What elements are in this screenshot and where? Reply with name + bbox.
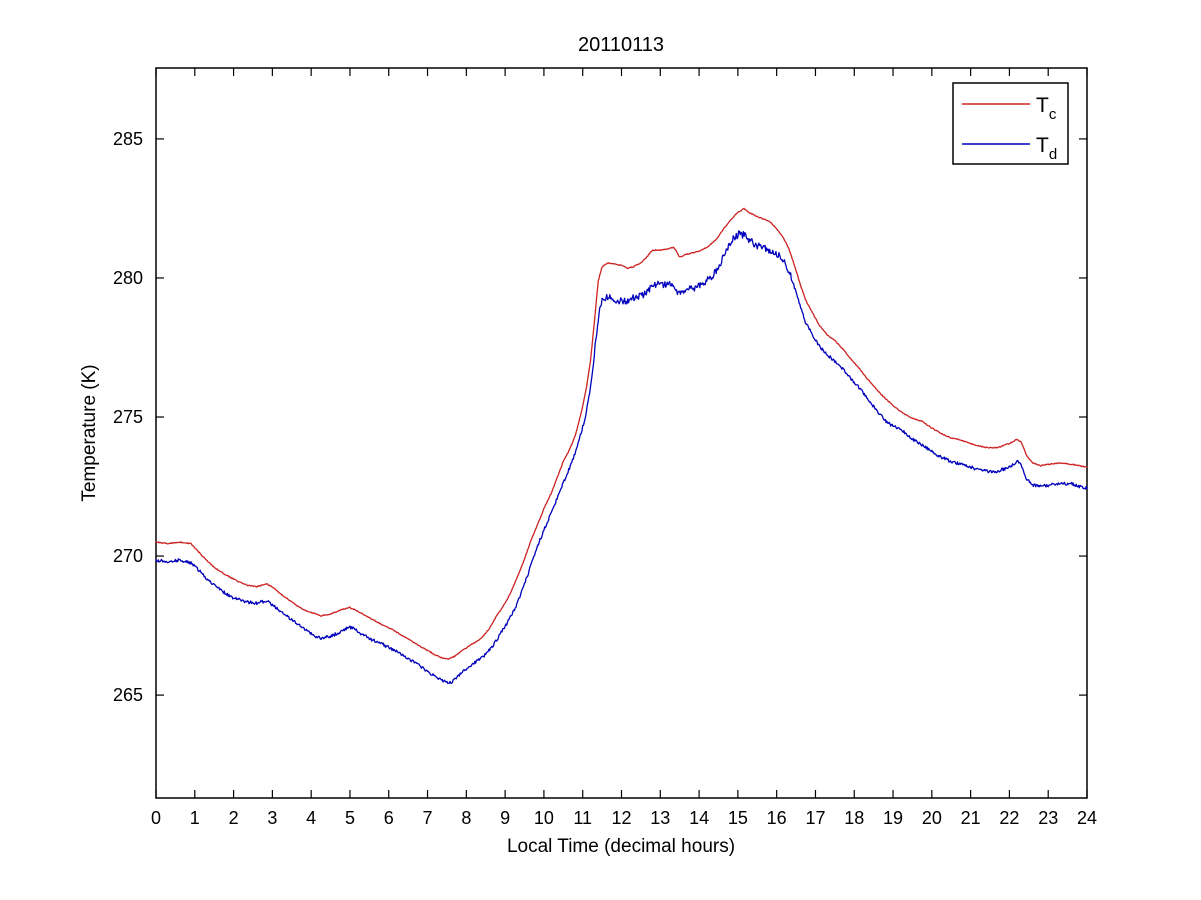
chart-title: 20110113 <box>578 34 664 56</box>
x-tick-label: 9 <box>500 808 510 828</box>
plot-box <box>155 67 1088 799</box>
legend-label-Td: Td <box>1036 134 1057 163</box>
x-tick-label: 5 <box>345 808 355 828</box>
axis-ticks <box>155 68 1088 798</box>
x-tick-label: 14 <box>689 808 709 828</box>
x-tick-label: 2 <box>229 808 239 828</box>
x-axis-label: Local Time (decimal hours) <box>507 836 735 857</box>
y-tick-label: 280 <box>113 268 143 288</box>
x-tick-label: 20 <box>922 808 942 828</box>
x-tick-label: 0 <box>151 808 161 828</box>
x-tick-label: 13 <box>650 808 670 828</box>
x-tick-label: 3 <box>267 808 277 828</box>
legend: Tc Td <box>952 82 1069 165</box>
legend-label-Tc: Tc <box>1036 94 1057 123</box>
x-tick-label: 15 <box>728 808 748 828</box>
series-Tc-line <box>155 207 1088 660</box>
y-tick-label: 265 <box>113 685 143 705</box>
x-tick-label: 6 <box>384 808 394 828</box>
y-axis-label: Temperature (K) <box>79 364 100 501</box>
x-tick-label: 1 <box>190 808 200 828</box>
x-tick-label: 24 <box>1077 808 1097 828</box>
plot-series <box>155 207 1088 685</box>
x-tick-label: 23 <box>1038 808 1058 828</box>
x-tick-label: 18 <box>844 808 864 828</box>
x-tick-label: 16 <box>767 808 787 828</box>
y-tick-label: 270 <box>113 546 143 566</box>
y-tick-label: 285 <box>113 129 143 149</box>
x-tick-label: 22 <box>999 808 1019 828</box>
y-tick-label: 275 <box>113 407 143 427</box>
series-Td-line <box>155 230 1088 685</box>
x-tick-label: 7 <box>423 808 433 828</box>
x-tick-label: 12 <box>611 808 631 828</box>
x-tick-label: 11 <box>573 808 592 828</box>
x-tick-label: 21 <box>961 808 981 828</box>
x-tick-label: 10 <box>534 808 554 828</box>
axis-tick-labels: 0 1 2 3 4 5 6 7 8 9 10 11 12 13 14 15 16 17 18 19 20 21 22 23 24… <box>113 129 1097 828</box>
x-tick-label: 8 <box>461 808 471 828</box>
legend-box <box>952 82 1069 165</box>
x-tick-label: 17 <box>805 808 825 828</box>
x-tick-label: 4 <box>306 808 316 828</box>
x-tick-label: 19 <box>883 808 903 828</box>
